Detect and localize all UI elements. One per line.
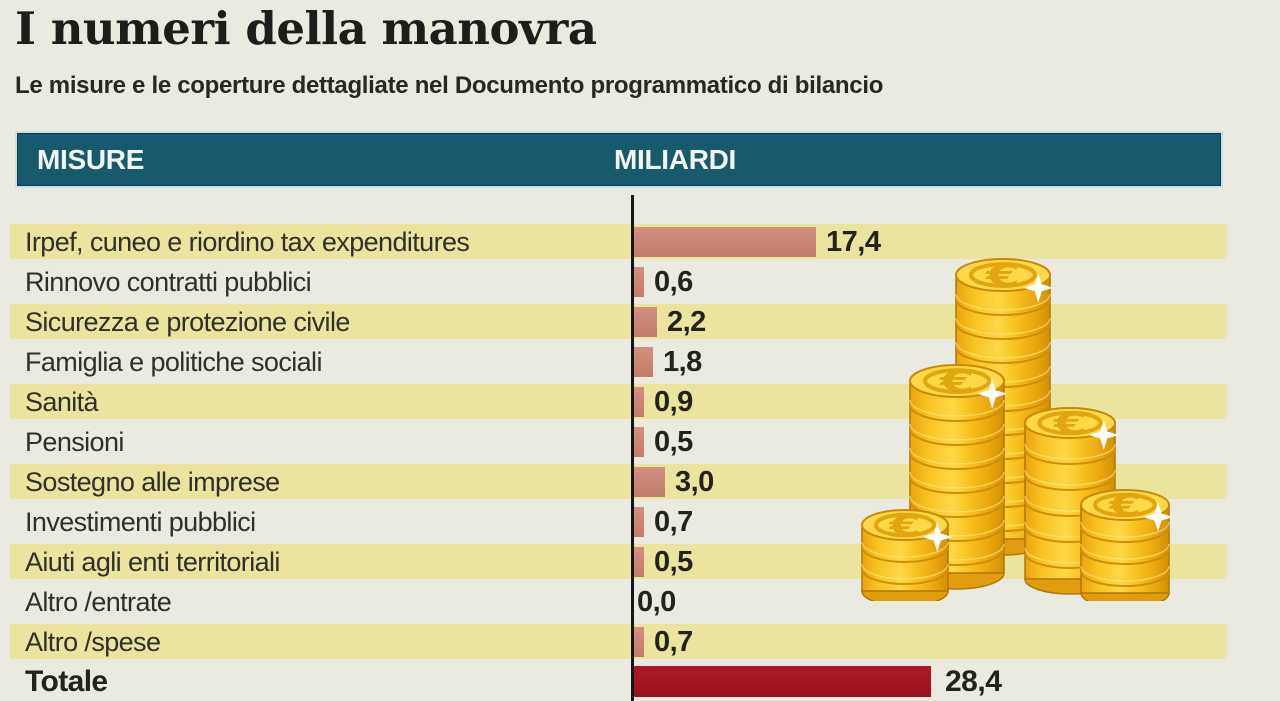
measure-value: 0,7 (654, 626, 693, 658)
sparkle-icon (1143, 502, 1173, 532)
measure-label: Investimenti pubblici (25, 507, 256, 537)
measure-value: 0,6 (654, 266, 693, 298)
measure-label: Irpef, cuneo e riordino tax expenditures (25, 227, 470, 257)
measure-bar (634, 507, 644, 537)
measure-value: 1,8 (663, 346, 702, 378)
table-row: Irpef, cuneo e riordino tax expenditures… (0, 222, 1280, 262)
page-title: I numeri della manovra (15, 2, 597, 55)
measure-label: Pensioni (25, 427, 124, 457)
measure-value: 17,4 (826, 226, 881, 258)
euro-symbol: € (888, 509, 921, 542)
measure-bar (634, 467, 665, 497)
euro-coin-stacks-icon: € € € € € (861, 258, 1173, 601)
euro-symbol: € (1108, 489, 1141, 523)
euro-symbol: € (1052, 407, 1086, 441)
row-stripe (10, 624, 1227, 659)
measure-bar (634, 427, 644, 457)
sparkle-icon (1023, 272, 1054, 303)
table-row: Rinnovo contratti pubblici 0,6 (0, 262, 1280, 302)
table-row: Pensioni 0,5 (0, 422, 1280, 462)
coin-stack: € (861, 509, 953, 601)
measure-label: Sicurezza e protezione civile (25, 307, 350, 337)
measure-value: 0,5 (654, 426, 693, 458)
measure-label: Sanità (25, 387, 99, 417)
row-stripe (10, 224, 1227, 259)
measure-bar (634, 387, 644, 417)
table-row: Altro /entrate 0,0 (0, 582, 1280, 622)
measure-value: 0,5 (654, 546, 693, 578)
table-row: Investimenti pubblici 0,7 (0, 502, 1280, 542)
measure-value: 0,7 (654, 506, 693, 538)
measure-value: 2,2 (667, 306, 706, 338)
table-row: Famiglia e politiche sociali 1,8 (0, 342, 1280, 382)
measure-value: 0,0 (637, 586, 676, 618)
sparkle-icon (922, 522, 953, 552)
measure-bar (634, 347, 653, 377)
sparkle-icon (1088, 420, 1119, 450)
measure-value: 0,9 (654, 386, 693, 418)
measure-label: Rinnovo contratti pubblici (25, 267, 312, 297)
euro-symbol: € (985, 258, 1021, 294)
total-value: 28,4 (945, 665, 1002, 698)
coin-stack: € (1080, 489, 1173, 601)
table-row: Altro /spese 0,7 (0, 622, 1280, 662)
sparkle-icon (977, 378, 1008, 409)
column-header-billions: MILIARDI (614, 144, 737, 175)
measure-bar (634, 307, 657, 337)
measure-bar (634, 227, 816, 257)
euro-symbol: € (939, 364, 975, 400)
column-header-measures: MISURE (37, 144, 145, 175)
measure-value: 3,0 (675, 466, 714, 498)
page-subtitle: Le misure e le coperture dettagliate nel… (15, 72, 884, 99)
chart-axis-line (631, 195, 634, 701)
measure-bar (634, 627, 644, 657)
measure-label: Aiuti agli enti territoriali (25, 547, 280, 577)
measure-label: Famiglia e politiche sociali (25, 347, 322, 377)
total-label: Totale (25, 665, 108, 698)
total-bar (634, 666, 931, 697)
measure-bar (634, 267, 644, 297)
total-row: Totale 28,4 (0, 662, 1280, 701)
table-header: MISURE MILIARDI (15, 131, 1223, 188)
measure-bar (634, 547, 644, 577)
measure-label: Altro /entrate (25, 587, 172, 617)
measure-label: Sostegno alle imprese (25, 467, 280, 497)
measure-label: Altro /spese (25, 627, 161, 657)
